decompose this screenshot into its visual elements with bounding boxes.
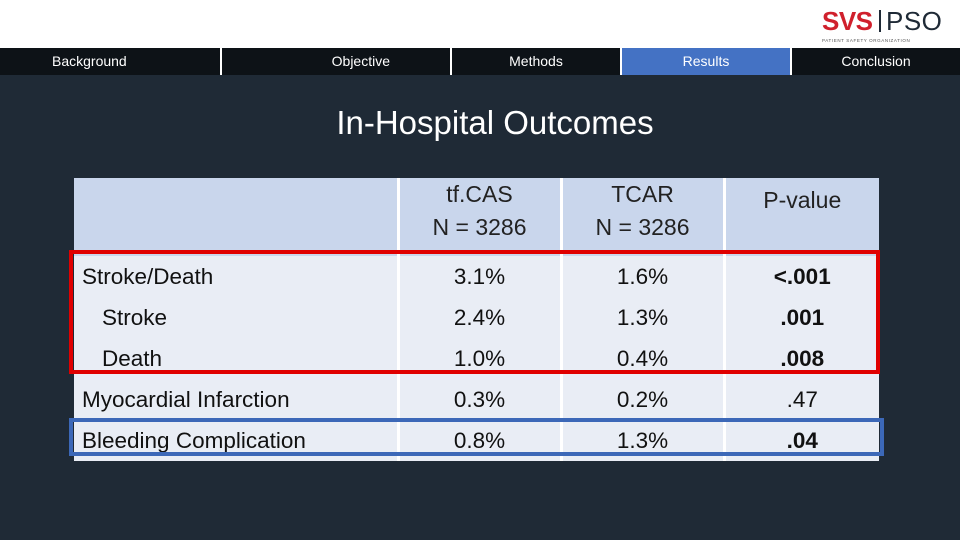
header-pvalue: P-value xyxy=(722,178,879,256)
cell-pvalue: .008 xyxy=(722,338,879,379)
tab-methods[interactable]: Methods xyxy=(452,48,622,75)
cell-tfcas: 2.4% xyxy=(396,297,561,338)
header-tcar-name: TCAR xyxy=(611,181,674,207)
table-header-row: tf.CAS N = 3286 TCAR N = 3286 P-value xyxy=(74,178,879,256)
tab-background[interactable]: Background xyxy=(0,48,222,75)
cell-tcar: 0.4% xyxy=(559,338,724,379)
logo-tagline: PATIENT SAFETY ORGANIZATION xyxy=(822,38,911,43)
table-row: Bleeding Complication 0.8% 1.3% .04 xyxy=(74,420,879,461)
table-row: Myocardial Infarction 0.3% 0.2% .47 xyxy=(74,379,879,420)
logo-svs-text: SVS xyxy=(822,6,873,36)
cell-tfcas: 0.3% xyxy=(396,379,561,420)
tab-results[interactable]: Results xyxy=(622,48,792,75)
cell-tfcas: 0.8% xyxy=(396,420,561,461)
svs-pso-logo: SVS PSO PATIENT SAFETY ORGANIZATION xyxy=(822,6,946,46)
row-label: Stroke/Death xyxy=(74,256,398,297)
header-tcar-n: N = 3286 xyxy=(595,214,690,240)
logo-pso-text: PSO xyxy=(886,6,943,36)
cell-tcar: 1.3% xyxy=(559,297,724,338)
row-label: Death xyxy=(74,338,398,379)
header-tcar: TCAR N = 3286 xyxy=(559,178,724,256)
header-tfcas-n: N = 3286 xyxy=(432,214,527,240)
cell-pvalue: .04 xyxy=(722,420,879,461)
tab-objective[interactable]: Objective xyxy=(222,48,452,75)
outcomes-table: tf.CAS N = 3286 TCAR N = 3286 P-value St… xyxy=(74,178,879,461)
page-title: In-Hospital Outcomes xyxy=(336,104,654,141)
header-tfcas-name: tf.CAS xyxy=(446,181,513,207)
cell-tcar: 0.2% xyxy=(559,379,724,420)
table-row: Death 1.0% 0.4% .008 xyxy=(74,338,879,379)
top-header: SVS PSO PATIENT SAFETY ORGANIZATION xyxy=(0,0,960,48)
cell-tfcas: 3.1% xyxy=(396,256,561,297)
row-label: Myocardial Infarction xyxy=(74,379,398,420)
table-row: Stroke/Death 3.1% 1.6% <.001 xyxy=(74,256,879,297)
row-label: Bleeding Complication xyxy=(74,420,398,461)
header-tfcas: tf.CAS N = 3286 xyxy=(396,178,561,256)
table-row: Stroke 2.4% 1.3% .001 xyxy=(74,297,879,338)
cell-tcar: 1.6% xyxy=(559,256,724,297)
row-label: Stroke xyxy=(74,297,398,338)
header-blank xyxy=(74,178,398,256)
cell-pvalue: <.001 xyxy=(722,256,879,297)
cell-pvalue: .47 xyxy=(722,379,879,420)
section-nav: Background Objective Methods Results Con… xyxy=(0,48,960,75)
cell-pvalue: .001 xyxy=(722,297,879,338)
logo-divider xyxy=(879,10,881,32)
header-pvalue-label: P-value xyxy=(763,187,842,213)
cell-tfcas: 1.0% xyxy=(396,338,561,379)
tab-conclusion[interactable]: Conclusion xyxy=(841,53,911,69)
cell-tcar: 1.3% xyxy=(559,420,724,461)
